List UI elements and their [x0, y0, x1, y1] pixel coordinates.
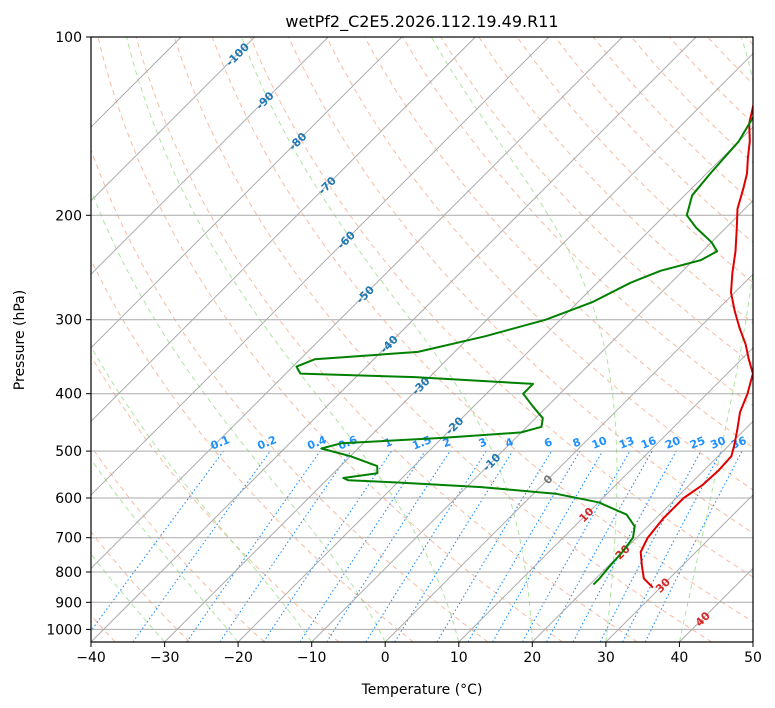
- y-tick-label: 200: [55, 208, 82, 224]
- y-tick-label: 1000: [46, 622, 82, 638]
- y-axis-label: Pressure (hPa): [12, 290, 28, 390]
- y-tick-label: 100: [55, 30, 82, 46]
- mixing-ratio-line: [644, 450, 743, 642]
- mixing-ratio-label: 1: [382, 435, 394, 450]
- isotherm-line: [91, 37, 550, 496]
- mixing-ratio-line: [546, 450, 653, 642]
- y-tick-label: 400: [55, 387, 82, 403]
- mixing-ratio-line: [263, 450, 392, 642]
- dry-adiabat-line: [211, 37, 753, 623]
- dry-adiabat-line: [91, 445, 265, 642]
- x-tick-label: −30: [150, 650, 180, 666]
- moist-adiabat-line: [91, 345, 313, 642]
- mixing-ratio-label: 13: [617, 434, 636, 452]
- moist-adiabat-line: [91, 458, 239, 642]
- mixing-ratio-line: [132, 450, 271, 642]
- isotherm-line: [91, 37, 256, 202]
- chart-title: wetPf2_C2E5.2026.112.19.49.R11: [285, 12, 558, 32]
- mixing-ratio-label: 2: [441, 435, 453, 450]
- axis-ticks: −40 −30 −20 −10 0 10 20 30 40 50 100 200 300 400 500 60…: [46, 30, 762, 666]
- isotherm-line: [384, 273, 753, 642]
- mixing-ratio-label: 25: [688, 434, 707, 452]
- isotherm-line: [311, 199, 753, 642]
- plot-frame: [90, 36, 754, 643]
- y-tick-label: 500: [55, 444, 82, 460]
- moist-adiabat-line: [126, 37, 460, 642]
- mixing-ratio-label: 8: [571, 435, 583, 450]
- dry-adiabat-line: [91, 148, 489, 642]
- x-tick-label: −20: [223, 650, 253, 666]
- y-tick-label: 600: [55, 491, 82, 507]
- dry-adiabat-line: [135, 37, 638, 642]
- dry-adiabat-line: [402, 37, 753, 407]
- mixing-ratio-line: [522, 450, 631, 642]
- profile-series: [295, 103, 753, 589]
- x-tick-label: −10: [297, 650, 327, 666]
- isotherm-line: [237, 126, 753, 642]
- isotherm-line: [91, 37, 623, 570]
- isotherm-line: [91, 37, 476, 423]
- x-tick-label: −40: [76, 650, 106, 666]
- isotherm-line: [605, 494, 753, 642]
- x-tick-label: 40: [670, 650, 688, 666]
- mixing-ratio-line: [572, 450, 677, 642]
- moist-adiabat-line: [430, 37, 618, 642]
- dry-adiabat-line: [249, 37, 753, 578]
- moist-adiabat-line: [241, 37, 533, 642]
- mixing-ratio-line: [394, 450, 514, 642]
- mixing-ratio-label: 30: [709, 434, 728, 452]
- mixing-ratio-label: 16: [639, 434, 658, 452]
- x-tick-label: 30: [597, 650, 615, 666]
- moist-adiabat-line: [91, 188, 386, 642]
- temperature-profile-line: [639, 103, 753, 589]
- x-tick-label: 0: [381, 650, 390, 666]
- moist-adiabat-line: [91, 553, 165, 642]
- mixing-ratio-line: [186, 450, 321, 642]
- y-tick-label: 700: [55, 531, 82, 547]
- dry-adiabat-line: [516, 37, 753, 284]
- mixing-ratio-line: [91, 450, 224, 632]
- dry-adiabat-line: [91, 355, 340, 642]
- dewpoint-profile-line: [295, 115, 753, 586]
- y-tick-label: 900: [55, 595, 82, 611]
- mixing-ratio-line: [326, 450, 451, 642]
- mixing-ratio-label: 3: [477, 435, 489, 450]
- isotherm-line: [531, 420, 753, 642]
- dry-adiabat-line: [91, 531, 191, 642]
- x-axis-label: Temperature (°C): [361, 682, 483, 698]
- y-tick-label: 300: [55, 313, 82, 329]
- mixing-ratio-line: [219, 450, 352, 642]
- grid-lines: [91, 37, 753, 642]
- x-tick-label: 20: [523, 650, 541, 666]
- mixing-ratio-label: 10: [590, 434, 609, 452]
- dry-adiabat-line: [97, 37, 563, 642]
- isotherm-line: [458, 347, 753, 642]
- dry-adiabat-line: [440, 37, 753, 365]
- y-tick-label: 800: [55, 565, 82, 581]
- mixing-ratio-label: 20: [663, 434, 682, 452]
- isotherm-line: [91, 37, 329, 275]
- x-tick-label: 10: [450, 650, 468, 666]
- x-tick-label: 50: [744, 650, 762, 666]
- mixing-ratio-line: [299, 450, 426, 642]
- isotherm-line: [91, 37, 403, 349]
- isotherm-line: [91, 37, 697, 642]
